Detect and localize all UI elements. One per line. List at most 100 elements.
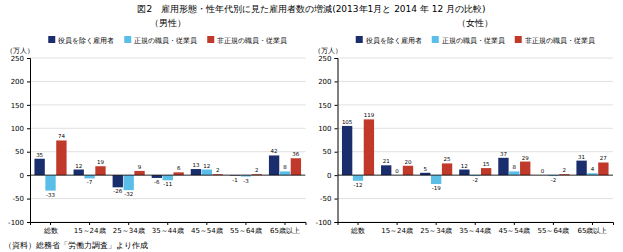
data-label: 42 bbox=[271, 148, 278, 154]
data-label: -2 bbox=[473, 177, 478, 183]
x-tick-mark bbox=[245, 222, 246, 225]
data-label: -6 bbox=[154, 179, 160, 185]
chart-title: 図2 雇用形態・性年代別に見た雇用者数の増減(2013年1月と 2014 年 1… bbox=[137, 4, 485, 14]
x-tick-label: 25～34歳 bbox=[113, 227, 145, 235]
data-label: 15 bbox=[483, 161, 490, 167]
bar bbox=[459, 170, 469, 176]
y-tick: -100 bbox=[316, 219, 338, 227]
data-label: 35 bbox=[36, 152, 43, 158]
legend: 役員を除く雇用者 正規の職員・従業員 非正規の職員・従業員 bbox=[48, 36, 287, 45]
x-tick-mark bbox=[358, 222, 359, 225]
y-tick-mark bbox=[335, 105, 338, 106]
x-tick-mark bbox=[397, 222, 398, 225]
y-tick-mark bbox=[27, 58, 30, 59]
bar bbox=[84, 175, 94, 178]
zero-line bbox=[30, 175, 306, 176]
x-tick: 45～54歳 bbox=[191, 222, 223, 235]
legend-swatch bbox=[48, 36, 55, 43]
x-tick: 35～44歳 bbox=[459, 222, 491, 235]
legend-label: 非正規の職員・従業員 bbox=[217, 37, 287, 45]
data-label: 105 bbox=[342, 119, 353, 125]
y-tick-mark bbox=[335, 152, 338, 153]
data-label: 27 bbox=[600, 155, 607, 161]
bar bbox=[56, 140, 66, 175]
source-note: （資料）総務省「労働力調査」より作成 bbox=[4, 241, 148, 250]
data-label: 2 bbox=[563, 167, 567, 173]
x-tick-label: 65歳以上 bbox=[270, 227, 300, 235]
bar bbox=[280, 171, 290, 175]
chart-svg: 図2 雇用形態・性年代別に見た雇用者数の増減(2013年1月と 2014 年 1… bbox=[0, 0, 623, 252]
legend-item: 非正規の職員・従業員 bbox=[207, 36, 287, 45]
x-tick-mark bbox=[167, 222, 168, 225]
y-tick-label: -50 bbox=[320, 195, 331, 203]
legend-item: 正規の職員・従業員 bbox=[124, 36, 197, 45]
y-tick-label: -50 bbox=[13, 195, 24, 203]
y-tick-mark bbox=[335, 222, 338, 223]
legend: 役員を除く雇用者正規の職員・従業員非正規の職員・従業員 bbox=[356, 36, 595, 45]
y-tick: 50 bbox=[15, 148, 30, 156]
bar bbox=[95, 166, 105, 175]
legend-swatch bbox=[515, 36, 522, 43]
y-tick: 0 bbox=[20, 172, 30, 180]
y-axis-title: （万人） bbox=[6, 47, 34, 55]
data-label: 31 bbox=[578, 154, 585, 160]
data-label: 25 bbox=[444, 156, 451, 162]
x-axis-line bbox=[31, 223, 307, 226]
bar bbox=[576, 161, 586, 176]
zero-line bbox=[338, 175, 614, 176]
y-tick: -50 bbox=[320, 195, 337, 203]
bar bbox=[481, 168, 491, 175]
bar bbox=[74, 170, 84, 176]
y-tick: 50 bbox=[323, 148, 338, 156]
legend-item: 正規の職員・従業員 bbox=[432, 36, 505, 45]
bar bbox=[163, 175, 173, 180]
data-label: -3 bbox=[243, 178, 249, 184]
bar bbox=[173, 172, 183, 175]
x-tick-mark bbox=[284, 222, 285, 225]
bar bbox=[113, 175, 123, 187]
x-tick-label: 35～44歳 bbox=[152, 227, 184, 235]
y-tick-mark bbox=[27, 222, 30, 223]
legend-item: 役員を除く雇用者 bbox=[48, 36, 114, 45]
x-axis-line bbox=[338, 223, 614, 226]
bar bbox=[403, 166, 413, 175]
data-label: -7 bbox=[87, 179, 93, 185]
y-tick-mark bbox=[335, 199, 338, 200]
chart-container: 図2 雇用形態・性年代別に見た雇用者数の増減(2013年1月と 2014 年 1… bbox=[0, 0, 623, 252]
bar bbox=[364, 119, 374, 175]
legend-label: 正規の職員・従業員 bbox=[134, 37, 197, 45]
y-tick: -50 bbox=[13, 195, 30, 203]
y-tick: 100 bbox=[11, 125, 30, 133]
x-tick-mark bbox=[206, 222, 207, 225]
grid-line bbox=[338, 104, 614, 105]
y-tick-mark bbox=[27, 175, 30, 176]
x-tick-label: 総数 bbox=[350, 227, 365, 235]
grid-line bbox=[338, 151, 614, 152]
legend-label: 正規の職員・従業員 bbox=[442, 37, 505, 45]
bar bbox=[45, 175, 55, 190]
y-tick-mark bbox=[27, 105, 30, 106]
bar bbox=[152, 175, 162, 178]
bar bbox=[123, 175, 133, 190]
data-label: -32 bbox=[124, 191, 133, 197]
data-label: 8 bbox=[283, 164, 287, 170]
data-label: 36 bbox=[292, 151, 299, 157]
bar bbox=[191, 169, 201, 175]
y-axis-line bbox=[335, 59, 339, 223]
legend-label: 役員を除く雇用者 bbox=[58, 37, 114, 45]
x-tick: 65歳以上 bbox=[270, 222, 300, 235]
y-tick-label: 0 bbox=[327, 172, 331, 180]
y-tick-label: 50 bbox=[323, 148, 332, 156]
x-tick-label: 総数 bbox=[43, 227, 58, 235]
panel-title: （女性） bbox=[457, 18, 493, 28]
x-tick-label: 45～54歳 bbox=[191, 227, 223, 235]
grid-line bbox=[338, 175, 614, 176]
data-label: -19 bbox=[432, 185, 441, 191]
data-label: -26 bbox=[113, 188, 122, 194]
data-label: 74 bbox=[58, 133, 65, 139]
x-tick-label: 55～64歳 bbox=[537, 227, 569, 235]
y-tick: 150 bbox=[318, 102, 337, 110]
data-label: -2 bbox=[551, 177, 556, 183]
bar bbox=[353, 175, 363, 181]
x-tick: 65歳以上 bbox=[578, 222, 608, 235]
